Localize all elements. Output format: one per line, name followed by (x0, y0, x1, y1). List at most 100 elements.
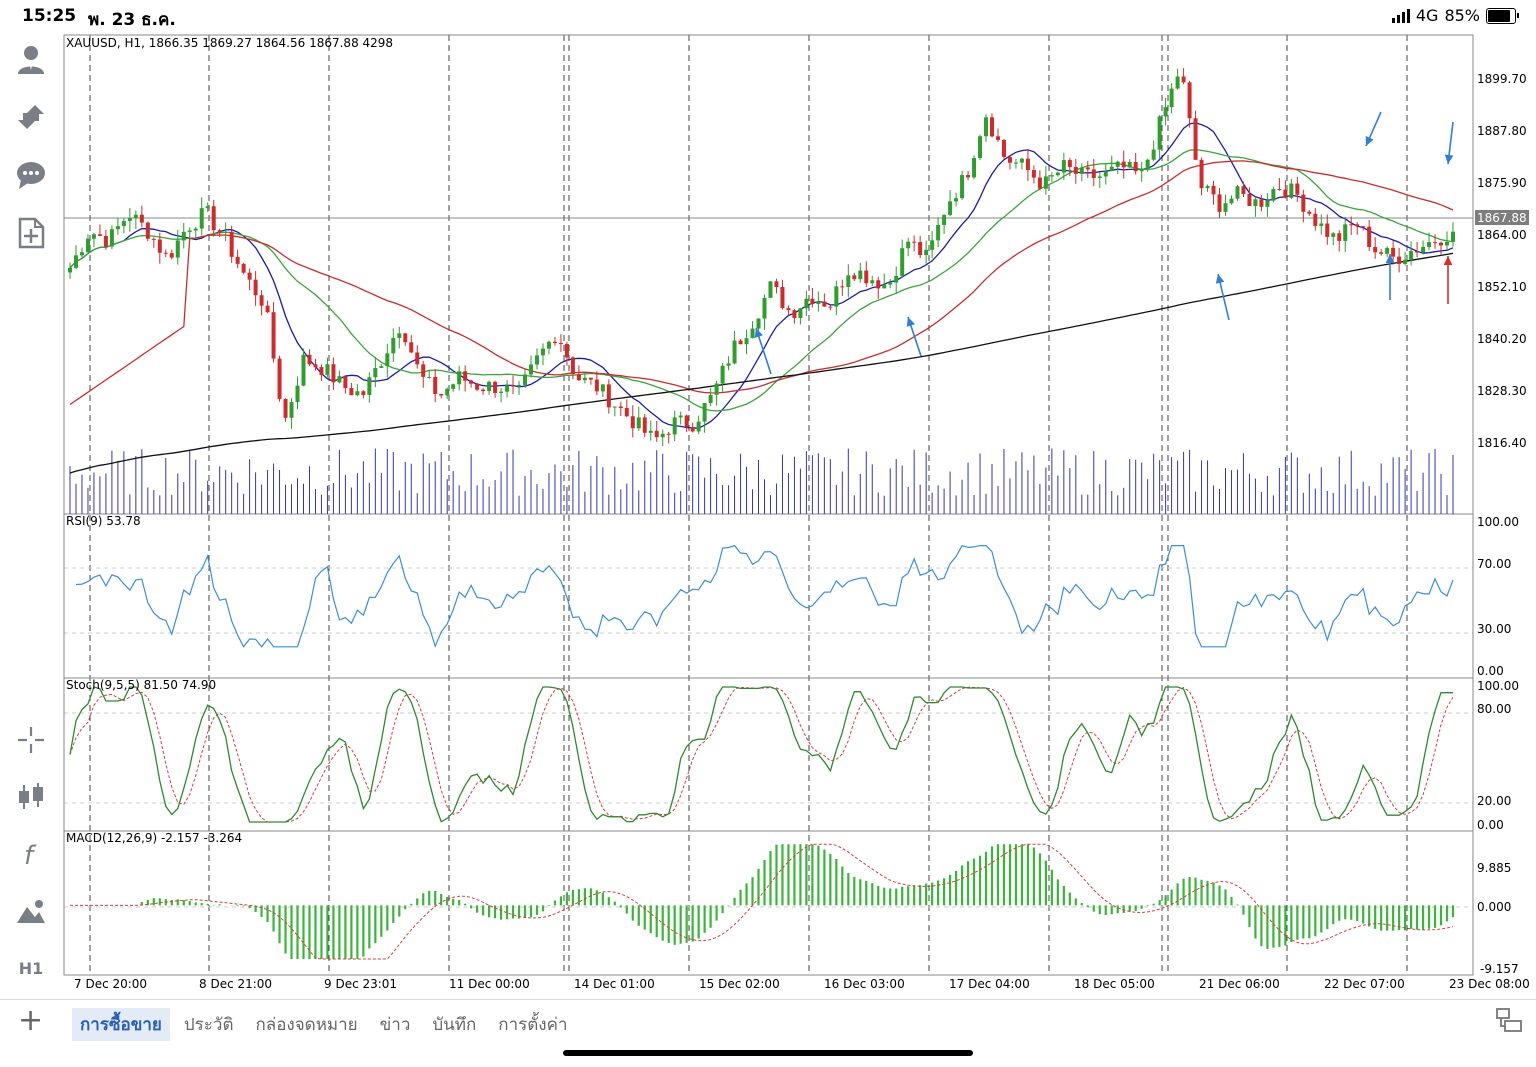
candle-body (714, 383, 719, 395)
candle-body (810, 298, 815, 305)
tab-mailbox[interactable]: กล่องจดหมาย (255, 1015, 358, 1035)
candle-body (1277, 189, 1282, 191)
timeframe-button[interactable]: H1 (18, 958, 44, 978)
time-label: 15 Dec 02:00 (699, 977, 780, 991)
candle-body (457, 371, 462, 385)
candle-body (427, 376, 432, 378)
candle-body (253, 279, 258, 296)
candle-body (301, 354, 306, 386)
candle-body (918, 242, 923, 256)
candle-body (433, 376, 438, 395)
tab-trading[interactable]: การซื้อขาย (72, 1008, 170, 1041)
candle-body (409, 342, 414, 353)
time-label: 23 Dec 08:00 (1449, 977, 1530, 991)
account-icon[interactable] (14, 42, 48, 76)
candle-body (391, 337, 396, 354)
time-label: 7 Dec 20:00 (74, 977, 147, 991)
candle-body (487, 381, 492, 392)
time-label: 8 Dec 21:00 (199, 977, 272, 991)
candle-body (235, 256, 240, 264)
price-chart[interactable]: XAUUSD, H1, 1866.35 1869.27 1864.56 1867… (0, 32, 1536, 998)
candle-body (660, 433, 665, 438)
time-label: 18 Dec 05:00 (1074, 977, 1155, 991)
candle-body (367, 377, 372, 395)
time-label: 17 Dec 04:00 (949, 977, 1030, 991)
candle-body (834, 286, 839, 307)
candle-body (307, 354, 312, 365)
tab-settings[interactable]: การตั้งค่า (498, 1015, 568, 1035)
crosshair-icon[interactable] (14, 723, 48, 757)
chart-type-icon[interactable] (14, 779, 48, 813)
candle-body (1079, 167, 1084, 174)
candle-body (1097, 176, 1102, 178)
candle-body (1229, 198, 1234, 204)
chart-area[interactable]: XAUUSD, H1, 1866.35 1869.27 1864.56 1867… (0, 32, 1536, 998)
new-order-icon[interactable] (14, 216, 48, 250)
ma-line (69, 122, 1454, 429)
candle-body (1145, 159, 1150, 170)
candle-body (846, 275, 851, 288)
candle-body (1103, 171, 1108, 177)
layout-icon[interactable] (1496, 1008, 1522, 1032)
candle-body (1307, 211, 1312, 214)
stoch-tick: 20.00 (1477, 794, 1511, 808)
candle-body (702, 403, 707, 422)
candle-body (85, 238, 90, 253)
candle-body (906, 241, 911, 249)
tab-history[interactable]: ประวัติ (183, 1015, 234, 1035)
candle-body (972, 158, 977, 178)
candle-body (1391, 247, 1396, 257)
candle-body (936, 224, 941, 241)
candle-body (618, 406, 623, 409)
add-icon[interactable]: + (18, 1003, 44, 1038)
candle-body (858, 270, 863, 280)
macd-tick: 9.885 (1477, 861, 1511, 875)
trade-arrows-icon[interactable] (14, 100, 48, 134)
candle-body (1133, 162, 1138, 172)
candle-body (241, 263, 246, 273)
candle-body (181, 231, 186, 241)
tab-news[interactable]: ข่าว (379, 1015, 411, 1035)
candle-body (1355, 224, 1360, 227)
candle-body (289, 402, 294, 418)
price-tick: 1852.10 (1477, 280, 1527, 294)
candle-body (1025, 158, 1030, 171)
candle-body (505, 385, 510, 392)
candle-body (1037, 177, 1042, 189)
candle-body (1247, 193, 1252, 206)
stochastic-indicator (69, 686, 1454, 823)
macd-tick: 0.000 (1477, 900, 1511, 914)
volume-bars (69, 448, 1454, 514)
candle-body (1055, 172, 1060, 176)
candle-body (277, 358, 282, 399)
chat-icon[interactable] (14, 158, 48, 192)
candle-body (624, 408, 629, 417)
bottom-tab-bar: + การซื้อขาย ประวัติ กล่องจดหมาย ข่าว บั… (0, 999, 1536, 1044)
candle-body (780, 286, 785, 309)
macd-indicator (70, 843, 1455, 960)
candle-body (1109, 166, 1114, 172)
candle-body (187, 230, 192, 232)
candle-body (912, 241, 917, 243)
signal-icon (1391, 8, 1410, 23)
candle-body (870, 280, 875, 284)
price-tick: 1864.00 (1477, 228, 1527, 242)
candle-body (343, 376, 348, 389)
stoch-label: Stoch(9,5,5) 81.50 74.90 (66, 678, 216, 692)
objects-icon[interactable] (14, 894, 48, 928)
candle-body (1373, 246, 1378, 253)
candle-body (1265, 200, 1270, 207)
candle-body (1385, 247, 1390, 254)
rsi-tick: 0.00 (1477, 664, 1504, 678)
home-indicator (563, 1050, 973, 1056)
battery-label: 85% (1444, 6, 1480, 25)
status-right: 4G 85% (1391, 6, 1519, 25)
chart-frame (63, 34, 1474, 976)
candle-body (582, 377, 587, 381)
candle-body (1091, 169, 1096, 178)
moving-averages (69, 122, 1454, 474)
indicators-icon[interactable]: f (14, 837, 48, 871)
candle-body (864, 270, 869, 284)
candle-body (205, 206, 210, 209)
tab-journal[interactable]: บันทึก (432, 1015, 477, 1035)
